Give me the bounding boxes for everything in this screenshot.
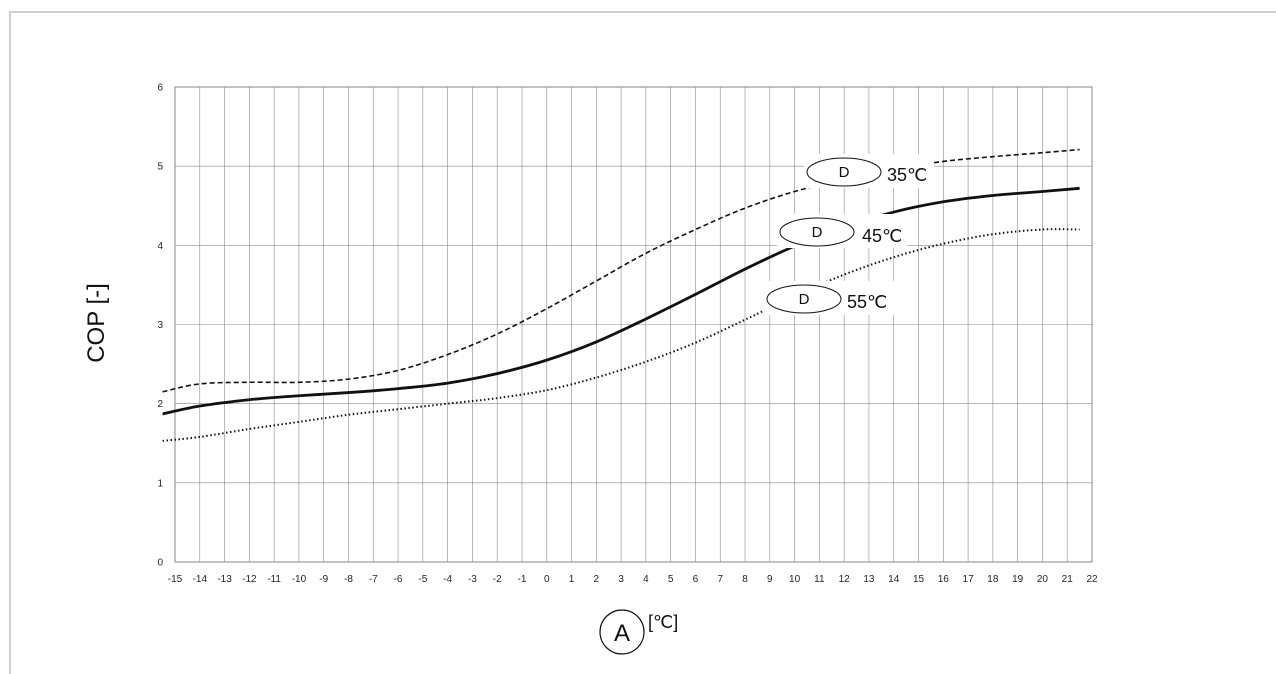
x-tick-label: 4: [643, 574, 649, 585]
x-axis-marker-letter: A: [614, 620, 630, 647]
y-tick-label: 2: [157, 399, 163, 410]
x-tick-label: 10: [789, 574, 801, 585]
x-tick-label: -3: [468, 574, 477, 585]
series-name: 45℃: [862, 226, 902, 246]
x-tick-label: 22: [1086, 574, 1098, 585]
x-axis-label: A [℃]: [600, 610, 678, 654]
x-tick-label: -14: [193, 574, 208, 585]
x-tick-label: -7: [369, 574, 378, 585]
series-marker-letter: D: [812, 224, 823, 241]
series-name: 35℃: [887, 165, 927, 185]
x-tick-labels: -15 -14 -13 -12 -11 -10 -9 -8 -7 -6 -5 -4 -3 -2 -1 0 1 2 3…: [168, 574, 1098, 585]
x-tick-label: -12: [242, 574, 257, 585]
series-label-dashed: D 35℃: [804, 154, 934, 188]
x-tick-label: -4: [443, 574, 452, 585]
x-tick-label: -11: [267, 574, 281, 585]
x-tick-label: 12: [839, 574, 851, 585]
x-tick-label: -5: [418, 574, 427, 585]
y-tick-label: 4: [157, 241, 163, 252]
x-tick-label: 9: [767, 574, 773, 585]
x-tick-label: -2: [493, 574, 502, 585]
x-tick-label: 21: [1062, 574, 1074, 585]
series-marker-letter: D: [839, 164, 850, 181]
x-tick-label: 19: [1012, 574, 1024, 585]
y-tick-labels: 0 1 2 3 4 5 6: [157, 83, 163, 569]
series-label-solid: D 45℃: [777, 214, 907, 248]
x-tick-label: 8: [742, 574, 748, 585]
x-tick-label: -8: [344, 574, 353, 585]
x-tick-label: 18: [987, 574, 999, 585]
x-tick-label: 2: [594, 574, 600, 585]
x-tick-label: -9: [319, 574, 328, 585]
x-tick-label: 5: [668, 574, 674, 585]
x-tick-label: 3: [618, 574, 624, 585]
x-tick-label: -10: [292, 574, 307, 585]
x-tick-label: 7: [717, 574, 723, 585]
x-tick-label: -6: [394, 574, 403, 585]
x-tick-label: 13: [863, 574, 875, 585]
series-name: 55℃: [847, 292, 887, 312]
x-tick-label: 14: [888, 574, 900, 585]
x-tick-label: 20: [1037, 574, 1049, 585]
y-tick-label: 0: [157, 558, 163, 569]
y-tick-label: 5: [157, 162, 163, 173]
x-tick-label: -15: [168, 574, 183, 585]
y-tick-label: 1: [157, 478, 163, 489]
y-tick-label: 6: [157, 83, 163, 94]
x-tick-label: 11: [814, 574, 825, 585]
y-axis-label: COP [-]: [83, 283, 110, 363]
y-tick-label: 3: [157, 320, 163, 331]
x-tick-label: -13: [217, 574, 232, 585]
x-tick-label: 16: [938, 574, 950, 585]
x-tick-label: 6: [693, 574, 699, 585]
x-tick-label: -1: [518, 574, 527, 585]
x-axis-unit: [℃]: [648, 612, 678, 632]
x-tick-label: 1: [569, 574, 575, 585]
x-tick-label: 17: [963, 574, 975, 585]
x-tick-label: 0: [544, 574, 550, 585]
x-tick-label: 15: [913, 574, 925, 585]
series-marker-letter: D: [799, 291, 810, 308]
series-label-dotted: D 55℃: [764, 281, 894, 315]
